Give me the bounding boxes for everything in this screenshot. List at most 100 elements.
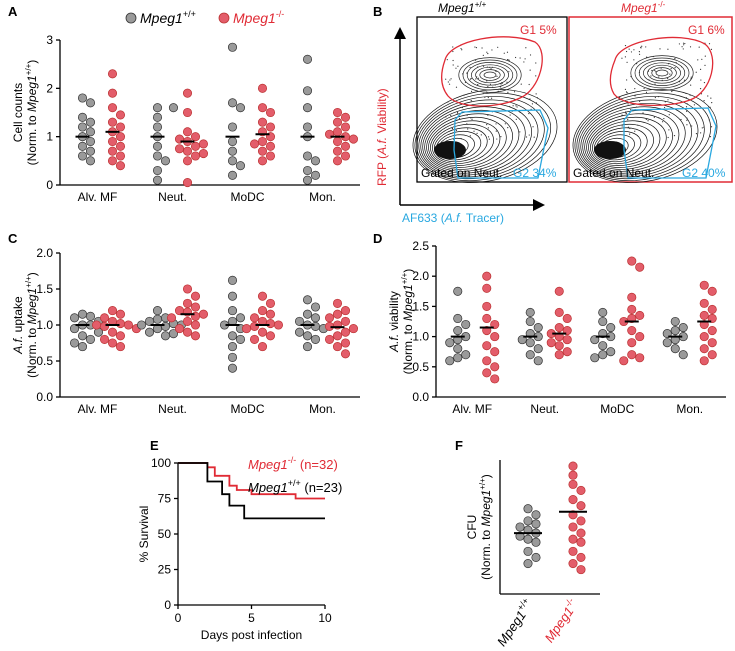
data-point	[576, 552, 586, 563]
legend-ko-label: Mpeg1-/-	[233, 9, 284, 26]
event-dot	[683, 79, 686, 81]
event-dot	[662, 121, 664, 123]
event-dot	[686, 119, 688, 121]
event-dot	[519, 131, 521, 133]
event-dot	[638, 53, 641, 55]
event-dot	[475, 47, 478, 49]
chart-d: 0.0 0.5 1.0 1.5 2.0 2.5 Alv. MF Neut. MoDC Mon. A.…	[387, 239, 726, 416]
data-point	[606, 322, 616, 333]
data-point	[523, 516, 533, 526]
data-point	[699, 310, 709, 321]
event-dot	[625, 91, 628, 93]
event-dot	[667, 136, 669, 139]
legend: Mpeg1+/+ Mpeg1-/-	[125, 9, 284, 26]
legend-wt-label: Mpeg1+/+	[140, 9, 196, 26]
event-dot	[640, 46, 642, 48]
data-point	[482, 341, 492, 351]
event-dot	[489, 66, 491, 69]
event-dot	[476, 132, 478, 134]
data-point	[136, 320, 147, 330]
y-axis-label-line2: (Norm. to Mpeg1+/+)	[478, 474, 493, 580]
data-point	[302, 122, 313, 132]
event-dot	[624, 44, 627, 47]
data-point	[249, 334, 260, 344]
x-tick-label: 5	[248, 611, 255, 625]
event-dot	[630, 51, 633, 53]
contour-line	[416, 96, 545, 180]
event-dot	[513, 91, 516, 93]
data-point	[241, 324, 252, 334]
data-point	[445, 338, 455, 348]
data-point	[576, 485, 586, 496]
data-point	[257, 156, 268, 166]
event-dot	[634, 95, 636, 97]
event-dot	[466, 114, 468, 116]
contour-line	[483, 71, 497, 79]
data-point	[627, 292, 637, 302]
data-point	[310, 302, 321, 312]
event-dot	[654, 83, 656, 85]
data-point	[257, 306, 268, 316]
event-dot	[524, 58, 526, 60]
event-dot	[707, 95, 709, 97]
y-tick-label: 0.5	[36, 354, 53, 368]
data-point	[69, 313, 80, 323]
survival-line	[178, 462, 325, 520]
data-point	[302, 86, 313, 96]
data-point	[77, 93, 88, 103]
data-point	[115, 141, 126, 151]
event-dot	[487, 52, 489, 55]
data-point	[182, 146, 193, 156]
event-dot	[491, 49, 493, 51]
data-point	[598, 316, 608, 327]
data-point	[166, 313, 177, 323]
event-dot	[686, 124, 688, 126]
event-dot	[630, 75, 632, 78]
data-point	[160, 156, 171, 166]
event-dot	[470, 90, 473, 92]
data-point	[332, 331, 343, 341]
event-dot	[519, 57, 521, 59]
flow-wt-g2-label: G2 34%	[513, 166, 557, 180]
data-point	[257, 146, 268, 156]
data-point	[453, 286, 463, 296]
data-point	[227, 363, 238, 373]
data-point	[523, 558, 533, 569]
data-point	[482, 301, 492, 311]
event-dot	[658, 117, 660, 119]
data-point	[525, 338, 535, 348]
x-tick-label: Neut.	[530, 402, 559, 416]
event-dot	[447, 81, 449, 83]
contour-core	[594, 141, 626, 159]
data-point	[198, 149, 209, 159]
x-tick-gene: Mpeg1	[541, 604, 576, 645]
data-point	[152, 165, 163, 176]
event-dot	[708, 43, 711, 45]
data-point	[77, 342, 88, 352]
event-dot	[659, 48, 661, 50]
event-dot	[466, 123, 468, 125]
event-dot	[469, 66, 471, 69]
data-point	[77, 112, 88, 122]
contour-line	[586, 113, 673, 170]
data-point	[249, 321, 260, 331]
data-point	[332, 156, 343, 166]
contour-line	[428, 117, 507, 168]
data-point	[302, 331, 313, 341]
event-dot	[646, 56, 648, 58]
data-point	[160, 321, 171, 331]
data-point	[107, 146, 118, 156]
event-dot	[634, 88, 636, 90]
data-point	[531, 519, 541, 529]
y-tick-label: 1.5	[412, 299, 429, 313]
survival-legend: Mpeg1-/- (n=32)	[248, 455, 338, 472]
data-point	[619, 356, 629, 366]
event-dot	[445, 78, 447, 80]
data-point	[190, 291, 201, 301]
data-point	[482, 356, 492, 366]
y-tick-label: 100	[151, 456, 171, 470]
data-point	[265, 319, 276, 329]
data-point	[627, 326, 637, 336]
data-point	[227, 331, 238, 341]
event-dot	[685, 106, 688, 108]
